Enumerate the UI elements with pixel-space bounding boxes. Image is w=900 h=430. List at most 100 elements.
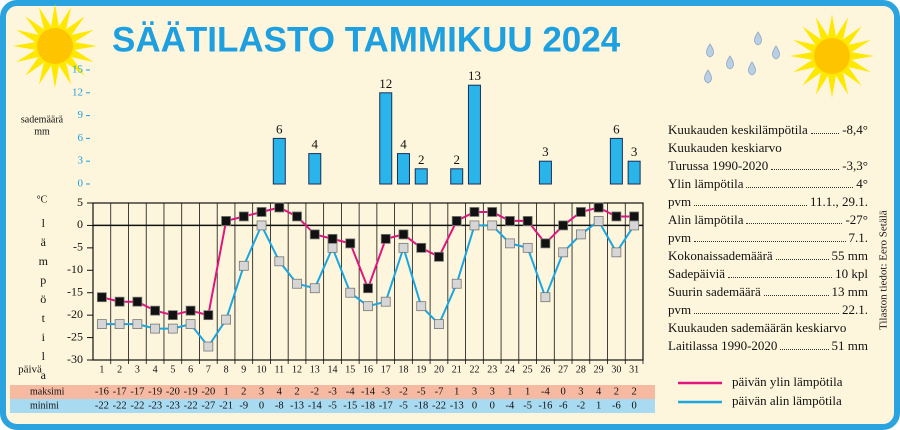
dot-leader [694, 301, 839, 314]
point-marker [593, 216, 604, 226]
point-marker [150, 305, 160, 316]
table-cell: -22 [95, 400, 109, 411]
x-tick-label: 4 [153, 364, 158, 375]
stat-label: Suurin sademäärä [668, 284, 761, 299]
point-marker [380, 296, 391, 307]
table-cell: -4 [541, 386, 550, 397]
stat-label: Ylin lämpötila [668, 176, 744, 191]
table-cell: 4 [277, 386, 283, 397]
table-cell: -5 [523, 400, 532, 411]
stat-row: Ylin lämpötila 4° [668, 175, 868, 193]
table-cell: -2 [399, 386, 408, 397]
table-cell: -23 [148, 400, 162, 411]
stat-value: 10 kpl [835, 266, 868, 281]
x-tick-label: 24 [505, 364, 515, 375]
data-label: 4 [400, 137, 407, 152]
table-cell: -3 [381, 386, 390, 397]
y-tick-label: 9 [78, 109, 84, 121]
table-cell: -14 [308, 400, 323, 411]
y-tick-label: -15 [67, 284, 83, 298]
table-cell: -9 [239, 400, 248, 411]
point-marker [114, 296, 125, 307]
point-marker [274, 202, 285, 213]
dot-leader [771, 157, 840, 170]
y-unit: °C [37, 194, 48, 205]
stat-label: Kokonaissademäärä [668, 248, 773, 263]
x-tick-label: 25 [523, 364, 533, 375]
stat-row: Laitilassa 1990-2020 51 mm [668, 337, 868, 355]
stat-label: Kuukauden keskiarvo [668, 140, 782, 155]
stat-label: Turussa 1990-2020 [668, 158, 769, 173]
table-cell: -17 [113, 386, 127, 397]
table-cell: 1 [596, 400, 601, 411]
dot-leader [694, 229, 846, 242]
bar [414, 168, 428, 185]
table-cell: 1 [223, 386, 228, 397]
x-tick-label: 3 [135, 364, 140, 375]
point-marker [487, 207, 498, 217]
table-row-label: minimi [30, 400, 59, 411]
stat-value: 11.1., 29.1. [809, 194, 868, 209]
table-cell: 1 [525, 386, 530, 397]
stat-label: Kuukauden sademäärän keskiarvo [668, 320, 847, 335]
table-cell: -27 [201, 400, 215, 411]
stat-label: Sadepäiviä [668, 266, 726, 281]
point-marker [221, 314, 231, 325]
x-tick-label: 8 [224, 364, 229, 375]
point-marker [203, 310, 214, 321]
bar [308, 153, 322, 185]
y-axis-label: mm [34, 126, 50, 137]
raindrops [704, 31, 780, 84]
point-marker [132, 296, 143, 307]
table-cell: -22 [184, 400, 198, 411]
table-cell: 3 [259, 386, 264, 397]
table-cell: -20 [201, 386, 215, 397]
point-marker [540, 292, 551, 303]
table-cell: -8 [275, 400, 284, 411]
x-tick-label: 10 [257, 364, 267, 375]
x-tick-label: 23 [487, 364, 497, 375]
data-label: 13 [468, 68, 481, 83]
point-marker [363, 283, 373, 294]
stat-row: Alin lämpötila -27° [668, 211, 868, 229]
table-cell: -21 [219, 400, 233, 411]
table-cell: -17 [379, 400, 393, 411]
stat-value: 7.1. [848, 230, 869, 245]
stat-label: Laitilassa 1990-2020 [668, 338, 778, 353]
table-cell: 3 [472, 386, 477, 397]
point-marker [434, 319, 444, 330]
data-label: 6 [613, 121, 620, 136]
stat-value: 22.1. [842, 302, 868, 317]
point-marker [327, 242, 338, 253]
data-label: 4 [312, 137, 319, 152]
table-cell: -2 [310, 386, 319, 397]
legend-label: päivän ylin lämpötila [732, 374, 843, 389]
point-marker [558, 247, 569, 258]
table-cell: -5 [328, 400, 337, 411]
table-cell: -13 [290, 400, 304, 411]
y-tick-label: -30 [67, 352, 83, 366]
point-marker [611, 211, 622, 222]
x-tick-label: 12 [292, 364, 302, 375]
x-tick-label: 2 [117, 364, 122, 375]
point-marker [540, 238, 551, 249]
stat-row: pvm 22.1. [668, 301, 868, 319]
sun [13, 4, 97, 88]
y-tick-label: 12 [72, 86, 83, 98]
dot-leader [763, 283, 829, 296]
stat-row: pvm 11.1., 29.1. [668, 193, 868, 211]
x-tick-label: 19 [416, 364, 426, 375]
y-axis-label: sademäärä [21, 114, 64, 125]
point-marker [629, 211, 640, 222]
table-cell: -22 [130, 400, 144, 411]
point-marker [132, 319, 143, 330]
x-tick-label: 28 [576, 364, 586, 375]
credit: Tilaston tiedot: Eero Setälä [878, 210, 890, 330]
title: SÄÄTILASTO TAMMIKUU 2024 [112, 20, 621, 59]
stat-value: -8,4° [842, 122, 868, 137]
table-row [10, 385, 655, 399]
table-cell: -18 [361, 400, 375, 411]
point-marker [593, 202, 604, 213]
table-cell: -15 [343, 400, 357, 411]
